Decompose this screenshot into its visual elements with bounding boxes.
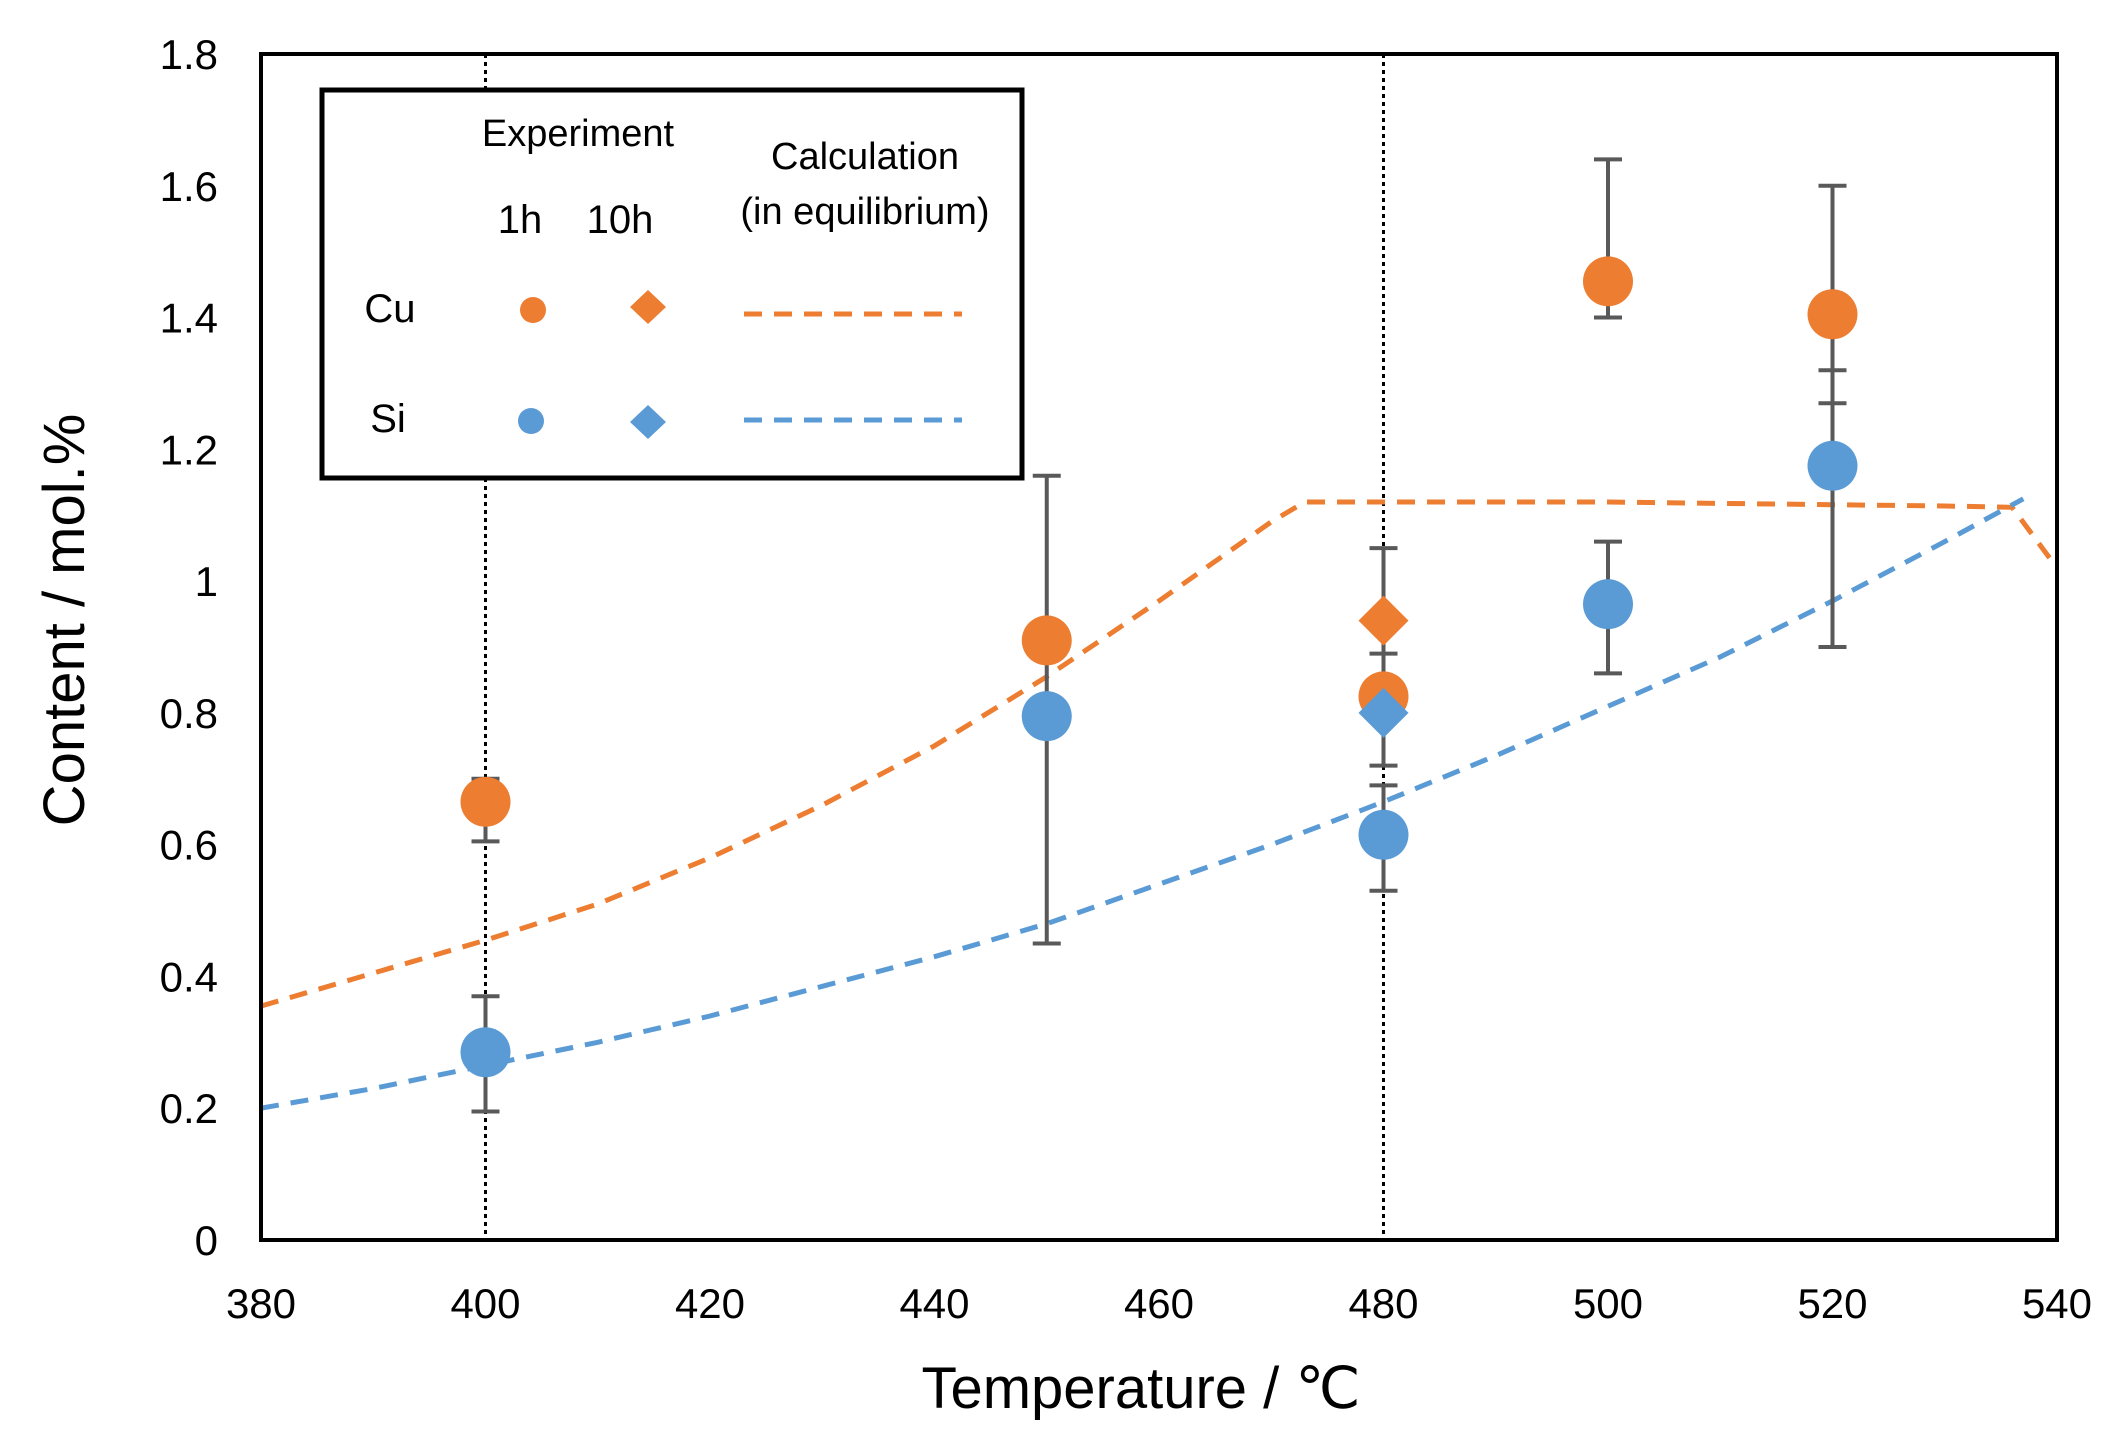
cu-calculation-curve [261,499,2057,1009]
x-axis-title: Temperature / ℃ [921,1356,1360,1421]
x-tick-label: 460 [1124,1280,1194,1327]
y-tick-label: 1.8 [160,31,218,78]
legend-col-10h: 10h [587,198,654,242]
y-tick-label: 0.2 [160,1085,218,1132]
legend-cu-1h-circle-icon [520,297,546,323]
x-tick-label: 380 [226,1280,296,1327]
y-tick-label: 0.6 [160,822,218,869]
y-axis-title: Content / mol.% [32,414,97,827]
y-tick-label: 1.6 [160,163,218,210]
y-tick-label: 1.2 [160,426,218,473]
y-tick-label: 0 [195,1217,218,1264]
si-10h-point-480 [1358,687,1409,738]
y-tick-labels: 0 0.2 0.4 0.6 0.8 1 1.2 1.4 1.6 1.8 [160,31,218,1264]
y-tick-label: 0.8 [160,690,218,737]
y-tick-label: 0.4 [160,953,218,1000]
si-1h-point-520 [1807,440,1858,491]
legend-box [319,87,1025,481]
legend-experiment-header: Experiment [482,113,675,155]
x-tick-label: 520 [1797,1280,1867,1327]
cu-1h-point-500 [1583,256,1633,307]
y-tick-label: 1 [195,558,218,605]
x-tick-label: 540 [2022,1280,2092,1327]
cu-1h-point-400 [460,776,511,827]
legend-row-si: Si [370,397,406,441]
cu-10h-point-480 [1358,595,1409,646]
plot-area-frame [259,52,2059,1242]
si-1h-point-450 [1021,691,1072,742]
legend-si-1h-circle-icon [518,408,544,434]
si-1h-point-400 [460,1027,511,1078]
si-1h-point-480 [1358,809,1409,860]
x-tick-label: 480 [1348,1280,1418,1327]
y-tick-label: 1.4 [160,295,218,342]
legend-row-cu: Cu [364,287,415,331]
cu-1h-point-450 [1021,615,1072,666]
legend-cu-10h-diamond-icon [630,290,666,324]
legend-si-10h-diamond-icon [630,405,666,439]
si-calculation-curve [261,496,2025,1111]
x-tick-label: 400 [450,1280,520,1327]
legend-calculation-header: Calculation [771,136,959,178]
cu-1h-point-520 [1807,289,1858,340]
x-tick-label: 420 [675,1280,745,1327]
data-markers [460,256,1858,1078]
legend: Experiment Calculation (in equilibrium) … [319,87,1025,481]
legend-col-1h: 1h [498,198,543,242]
x-tick-labels: 380 400 420 440 460 480 500 520 540 [226,1280,2092,1327]
x-tick-label: 440 [899,1280,969,1327]
x-tick-label: 500 [1573,1280,1643,1327]
calculation-curves [261,496,2057,1111]
legend-calculation-subheader: (in equilibrium) [740,191,989,233]
si-1h-point-500 [1583,579,1633,630]
